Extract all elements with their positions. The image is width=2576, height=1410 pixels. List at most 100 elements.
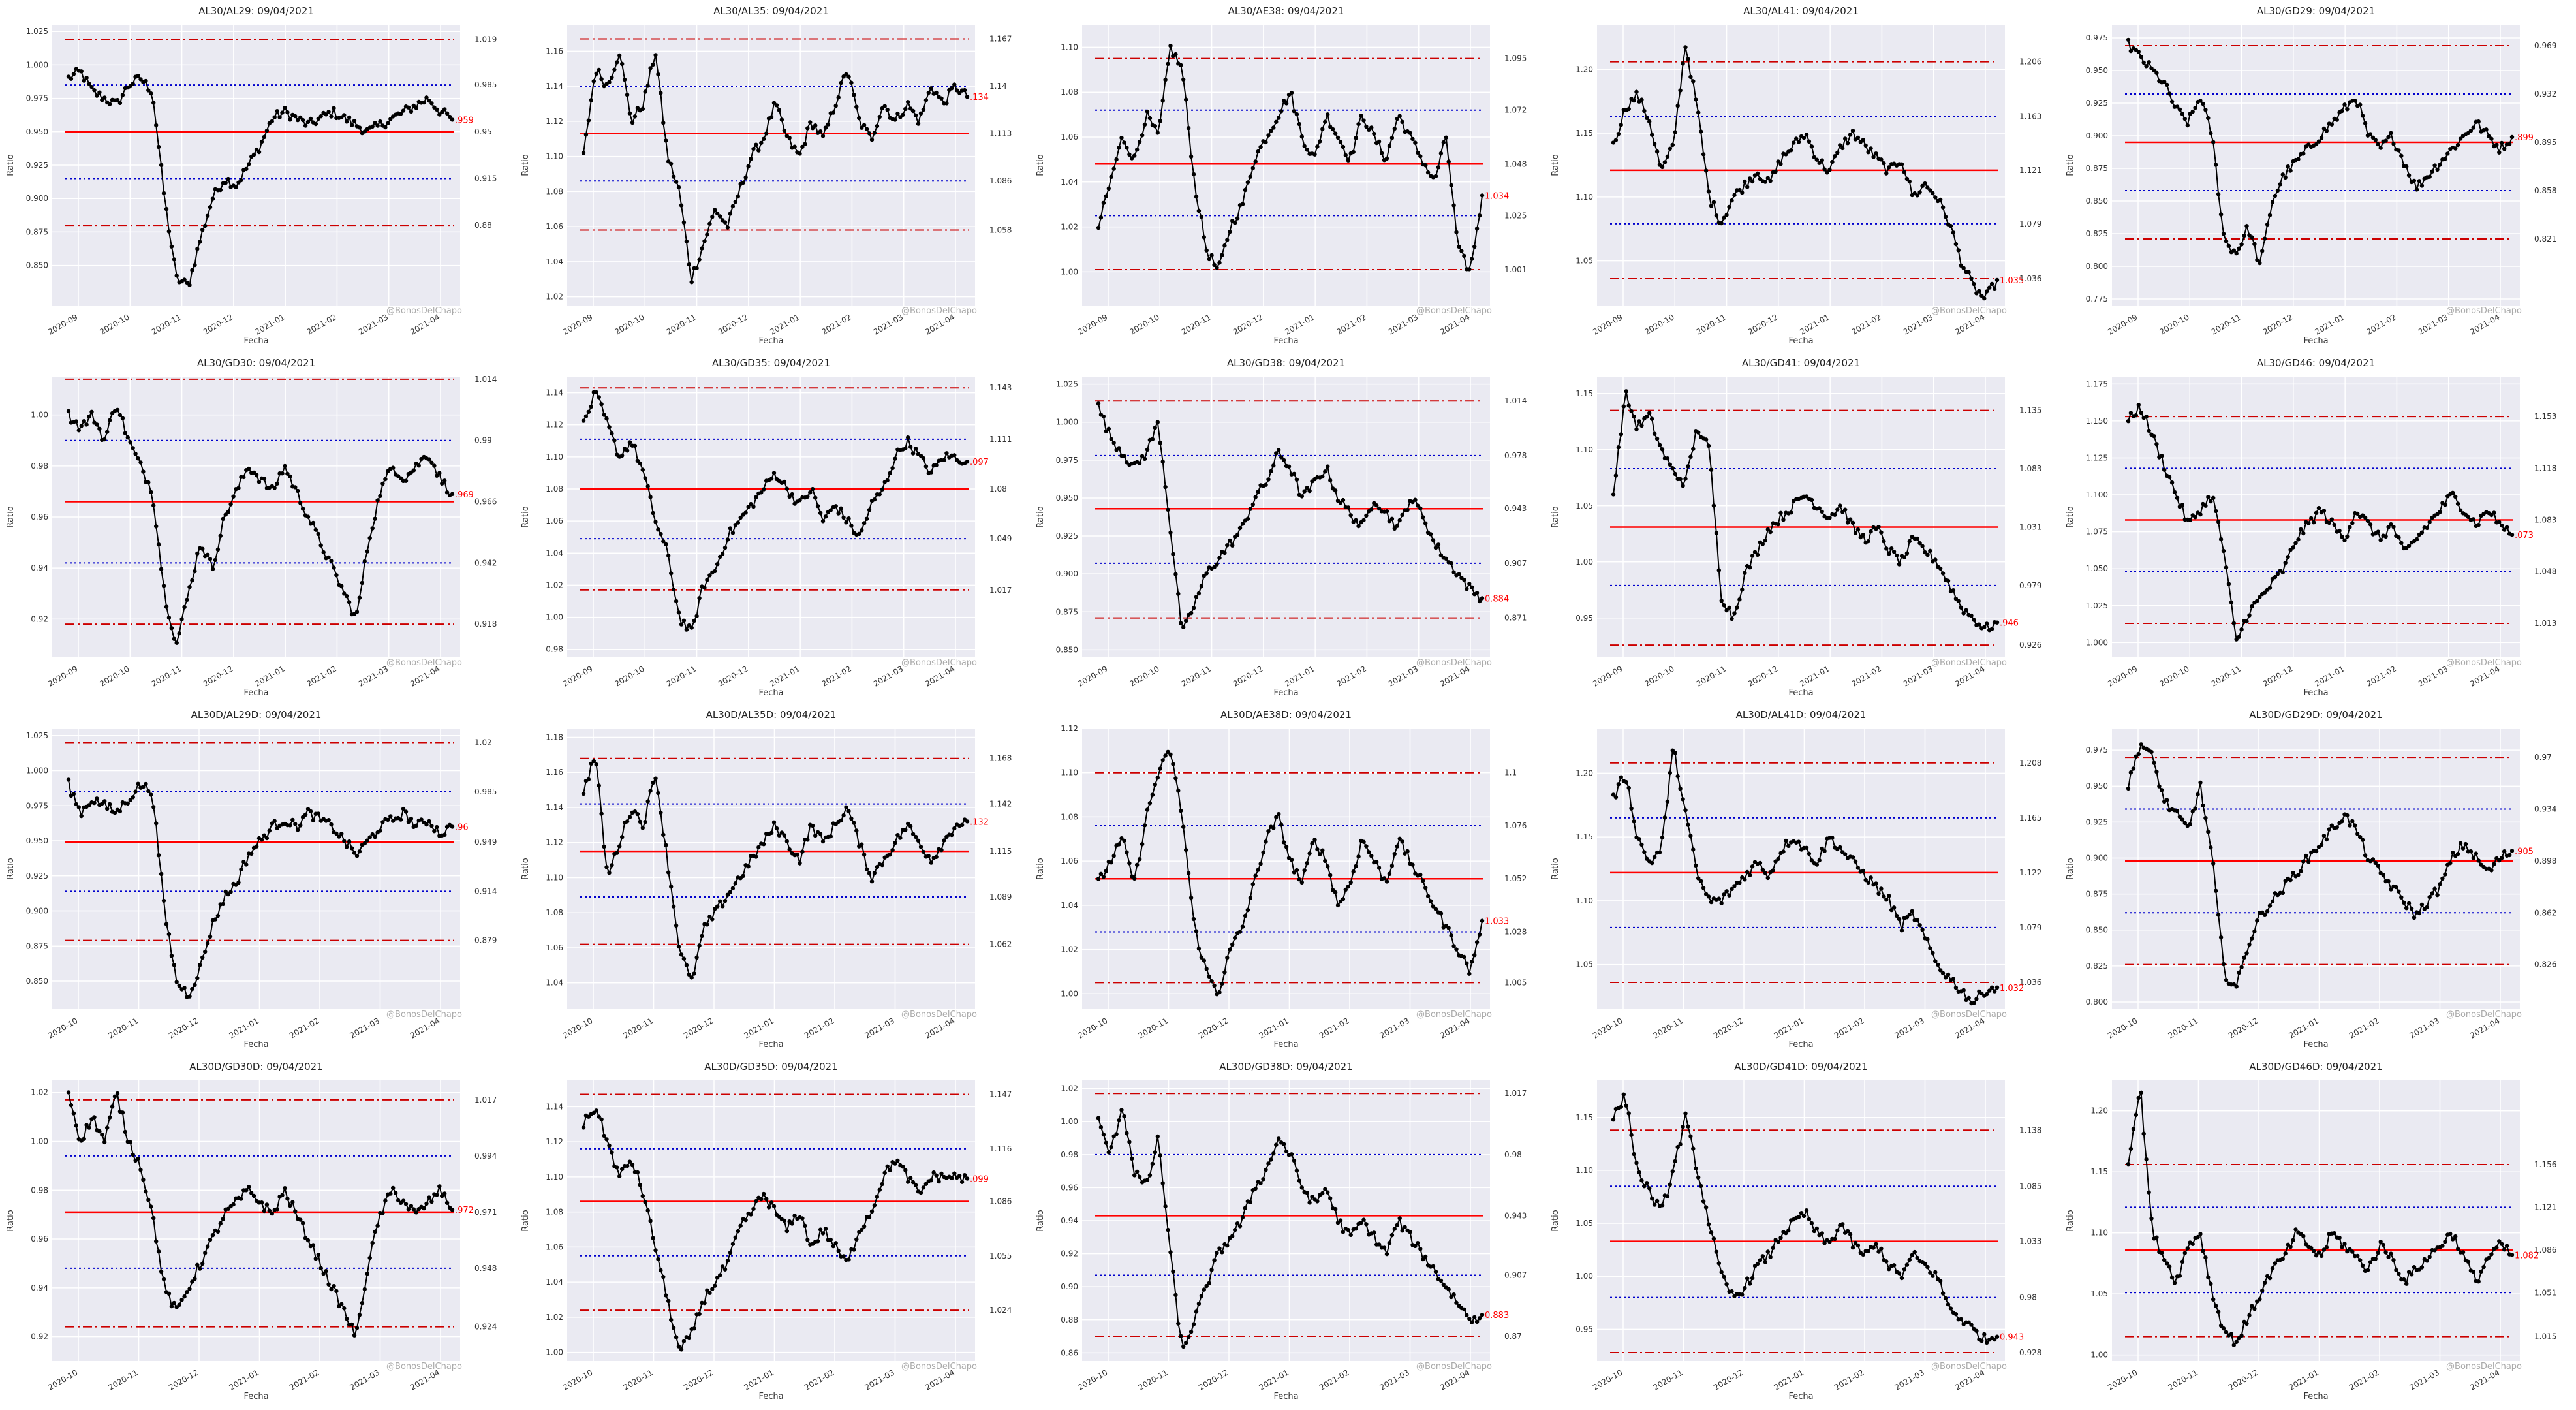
data-point: [1670, 466, 1675, 471]
data-point: [442, 478, 447, 483]
data-point: [115, 1091, 120, 1096]
data-point: [1389, 516, 1395, 521]
data-point: [1312, 152, 1317, 157]
data-point: [84, 1123, 89, 1127]
data-point: [69, 1103, 74, 1108]
data-point: [2365, 1268, 2370, 1272]
right-tick-label: 1.1: [1504, 768, 1517, 777]
data-point: [1248, 507, 1252, 511]
watermark: @BonosDelChapo: [386, 1010, 462, 1020]
data-point: [2221, 962, 2226, 967]
data-point: [2198, 512, 2203, 517]
data-point: [1315, 144, 1320, 149]
data-point: [1222, 970, 1227, 975]
data-point: [1405, 849, 1410, 854]
data-point: [1181, 77, 1186, 82]
data-point: [1838, 143, 1842, 148]
data-point: [313, 121, 318, 127]
data-point: [1807, 851, 1812, 856]
data-point: [193, 1276, 197, 1281]
data-point: [1737, 597, 1742, 602]
watermark: @BonosDelChapo: [1931, 1010, 2007, 1020]
data-point: [1163, 484, 1168, 490]
data-point: [1662, 160, 1668, 164]
right-tick-label: 0.99: [474, 436, 492, 445]
data-point: [790, 492, 794, 497]
data-point: [903, 828, 908, 832]
data-point: [1619, 775, 1623, 779]
x-tick-label: 2020-12: [2261, 664, 2294, 688]
data-point: [1876, 891, 1881, 896]
data-point: [820, 1231, 826, 1236]
data-point: [1328, 478, 1333, 483]
y-tick-label: 0.800: [2086, 997, 2108, 1007]
data-point: [769, 477, 774, 481]
data-point: [2399, 153, 2404, 158]
data-point: [398, 476, 403, 480]
data-point: [2497, 150, 2502, 155]
data-point: [1737, 187, 1742, 193]
data-point: [1258, 862, 1263, 866]
data-point: [378, 494, 382, 498]
data-point: [156, 144, 161, 149]
data-point: [161, 584, 166, 588]
chart-title: AL30D/AL29D: 09/04/2021: [191, 709, 322, 721]
data-point: [172, 257, 176, 262]
data-point: [388, 117, 393, 121]
data-point: [2224, 239, 2229, 243]
right-tick-label: 1.048: [1504, 159, 1527, 168]
x-tick-label: 2020-10: [561, 1368, 594, 1392]
right-tick-label: 1.135: [2019, 406, 2041, 415]
data-point: [1812, 155, 1816, 160]
data-point: [1660, 447, 1665, 452]
data-point: [1634, 1161, 1639, 1165]
y-tick-label: 1.16: [546, 46, 563, 55]
data-point: [2471, 517, 2475, 522]
data-point: [95, 93, 99, 98]
data-point: [1894, 553, 1899, 558]
data-point: [901, 1165, 905, 1169]
y-tick-label: 0.875: [1056, 607, 1078, 616]
data-point: [422, 1206, 426, 1211]
data-point: [707, 573, 712, 578]
data-point: [2214, 509, 2218, 514]
data-point: [1191, 172, 1196, 177]
data-point: [586, 777, 591, 782]
data-point: [1845, 1229, 1850, 1234]
data-point: [1940, 971, 1946, 976]
y-tick-label: 0.92: [1061, 1249, 1078, 1259]
data-point: [1645, 116, 1649, 120]
data-point: [1279, 455, 1284, 460]
data-point: [1670, 1169, 1675, 1174]
data-point: [864, 127, 869, 131]
x-tick-label: 2020-11: [2167, 1016, 2199, 1040]
data-point: [1217, 260, 1222, 265]
data-point: [1140, 454, 1145, 458]
data-point: [2175, 104, 2180, 109]
data-point: [1931, 1274, 1935, 1278]
data-point: [264, 836, 270, 841]
data-point: [2296, 537, 2301, 542]
data-point: [2260, 1289, 2265, 1293]
data-point: [290, 817, 295, 822]
data-point: [929, 470, 933, 475]
data-point: [254, 844, 259, 849]
data-point: [1297, 1178, 1301, 1183]
data-point: [1647, 411, 1652, 415]
x-tick-label: 2020-11: [665, 664, 698, 688]
data-point: [1243, 1206, 1248, 1210]
y-tick-label: 1.025: [2086, 601, 2108, 610]
data-point: [1318, 852, 1322, 856]
data-point: [725, 1259, 730, 1263]
data-point: [2502, 1247, 2507, 1252]
data-point: [2430, 169, 2434, 174]
data-point: [74, 1123, 79, 1128]
data-point: [1228, 538, 1232, 543]
data-point: [2247, 942, 2252, 947]
data-point: [1940, 571, 1946, 576]
data-point: [818, 1227, 823, 1232]
data-point: [882, 1170, 887, 1175]
y-tick-label: 1.02: [546, 1313, 563, 1322]
data-point: [931, 1170, 936, 1175]
data-point: [2209, 131, 2213, 136]
